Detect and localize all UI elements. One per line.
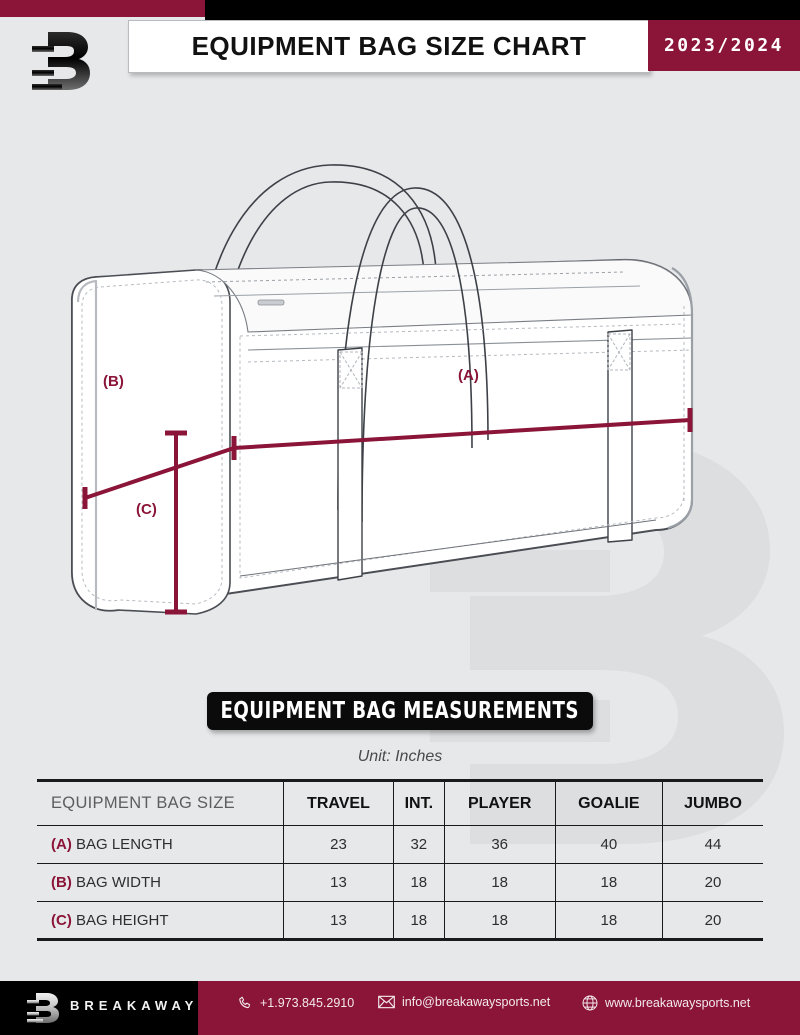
column-header-player: PLAYER (443, 779, 556, 826)
table-row: (B) BAG WIDTH 13 18 18 18 20 (37, 863, 763, 902)
envelope-icon (378, 995, 395, 1009)
globe-icon (582, 995, 598, 1011)
row-label-bag-width: (B) BAG WIDTH (37, 863, 284, 902)
unit-label: Unit: Inches (357, 748, 443, 765)
title-box: EQUIPMENT BAG SIZE CHART (128, 20, 650, 73)
measurement-label-c: (C) (136, 501, 157, 518)
header-black-band (205, 17, 800, 20)
website-url: www.breakawaysports.net (605, 996, 751, 1010)
measurements-banner-title: EQUIPMENT BAG MEASUREMENTS (220, 698, 580, 724)
cell-width-int: 18 (392, 863, 445, 902)
cell-height-goalie: 18 (554, 901, 664, 941)
year-badge: 2023/2024 (648, 20, 800, 71)
measurements-banner: EQUIPMENT BAG MEASUREMENTS (207, 692, 593, 730)
cell-width-player: 18 (443, 863, 556, 902)
breakaway-b-logo-icon (32, 32, 90, 90)
row-name-b: BAG WIDTH (76, 874, 161, 891)
email-address: info@breakawaysports.net (402, 995, 551, 1009)
column-header-goalie: GOALIE (554, 779, 664, 826)
cell-width-travel: 13 (283, 863, 394, 902)
table-header-row: EQUIPMENT BAG SIZE TRAVEL INT. PLAYER GO… (37, 779, 763, 826)
row-tag-a: (A) (51, 836, 72, 853)
column-header-travel: TRAVEL (283, 779, 394, 826)
row-label-bag-height: (C) BAG HEIGHT (37, 901, 284, 941)
page-title: EQUIPMENT BAG SIZE CHART (191, 31, 587, 61)
cell-length-goalie: 40 (554, 825, 664, 864)
breakaway-b-logo-icon (27, 993, 59, 1023)
measurement-label-a: (A) (458, 367, 479, 384)
cell-length-player: 36 (443, 825, 556, 864)
column-header-jumbo: JUMBO (662, 779, 763, 826)
phone-icon (238, 995, 253, 1010)
top-maroon-strip (0, 0, 205, 17)
cell-width-jumbo: 20 (662, 863, 763, 902)
cell-height-int: 18 (392, 901, 445, 941)
duffle-bag-illustration (71, 164, 694, 615)
page-header: EQUIPMENT BAG SIZE CHART 2023/2024 (0, 17, 800, 80)
row-name-a: BAG LENGTH (76, 836, 173, 853)
footer-brand-name: BREAKAWAY (70, 998, 199, 1013)
contact-website[interactable]: www.breakawaysports.net (582, 995, 750, 1011)
cell-length-int: 32 (392, 825, 445, 864)
size-chart-table: EQUIPMENT BAG SIZE TRAVEL INT. PLAYER GO… (37, 779, 763, 941)
cell-length-jumbo: 44 (662, 825, 763, 864)
cell-height-player: 18 (443, 901, 556, 941)
cell-length-travel: 23 (283, 825, 394, 864)
row-tag-b: (B) (51, 874, 72, 891)
table-row: (C) BAG HEIGHT 13 18 18 18 20 (37, 901, 763, 941)
contact-phone[interactable]: +1.973.845.2910 (238, 995, 354, 1010)
measurement-label-b: (B) (103, 373, 124, 390)
contact-email[interactable]: info@breakawaysports.net (378, 995, 550, 1009)
phone-number: +1.973.845.2910 (260, 995, 355, 1010)
footer-logo-panel (0, 981, 198, 1035)
table-row: (A) BAG LENGTH 23 32 36 40 44 (37, 825, 763, 864)
column-header-size: EQUIPMENT BAG SIZE (37, 779, 284, 826)
cell-width-goalie: 18 (554, 863, 664, 902)
column-header-int: INT. (392, 779, 445, 826)
cell-height-travel: 13 (283, 901, 394, 941)
page-footer: BREAKAWAY +1.973.845.2910 info@breakaway… (0, 981, 800, 1035)
row-label-bag-length: (A) BAG LENGTH (37, 825, 284, 864)
row-name-c: BAG HEIGHT (76, 911, 169, 929)
year-label: 2023/2024 (663, 35, 785, 56)
cell-height-jumbo: 20 (662, 901, 763, 941)
row-tag-c: (C) (51, 911, 72, 929)
